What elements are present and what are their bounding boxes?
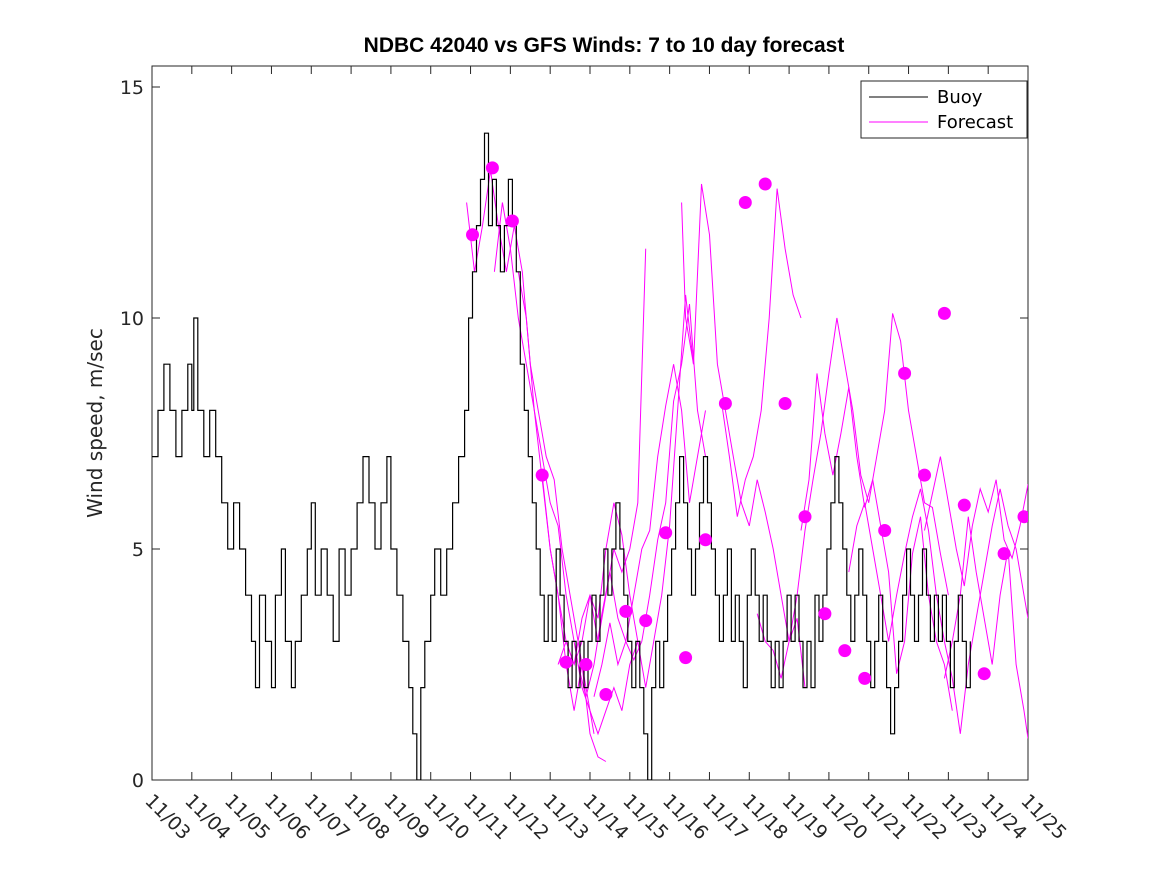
forecast-line-4 (541, 248, 647, 667)
forecast-marker (505, 214, 519, 228)
forecast-marker (535, 468, 549, 482)
forecast-marker (485, 161, 499, 175)
forecast-marker (798, 510, 812, 524)
legend-label-forecast: Forecast (937, 112, 1013, 133)
forecast-layer (466, 170, 1028, 762)
forecast-marker (758, 177, 772, 191)
buoy-line (152, 132, 971, 780)
forecast-marker (858, 671, 872, 685)
forecast-marker (878, 524, 892, 537)
forecast-marker (599, 688, 613, 701)
plot-area: 11/0311/0411/0511/0611/0711/0811/0911/10… (120, 65, 1071, 844)
forecast-marker (639, 614, 653, 628)
y-tick-label: 5 (132, 539, 144, 561)
forecast-line-10 (756, 313, 949, 679)
forecast-marker (718, 397, 732, 410)
forecast-marker (738, 196, 752, 209)
forecast-marker (579, 658, 593, 671)
legend-box (860, 80, 1028, 139)
marker-layer (466, 161, 1050, 701)
forecast-marker (1017, 510, 1028, 524)
y-tick-label: 0 (132, 770, 144, 792)
forecast-marker (1037, 524, 1050, 537)
forecast-line-8 (681, 183, 806, 688)
forecast-marker (818, 607, 832, 621)
y-tick-label: 10 (120, 308, 144, 330)
forecast-line-14 (943, 516, 1028, 739)
y-axis-label: Wind speed, m/sec (83, 328, 107, 518)
y-tick-label: 15 (120, 77, 144, 99)
forecast-line-12 (848, 488, 1028, 734)
forecast-marker (977, 667, 991, 681)
forecast-marker (898, 366, 912, 380)
forecast-marker (778, 397, 792, 410)
forecast-line-3 (517, 271, 639, 736)
forecast-marker (918, 468, 931, 482)
forecast-marker (699, 533, 712, 547)
legend-label-buoy: Buoy (937, 87, 983, 108)
forecast-marker (619, 604, 633, 618)
forecast-marker (679, 651, 693, 665)
forecast-marker (466, 228, 479, 242)
legend: Buoy Forecast (860, 80, 1028, 139)
forecast-line-11 (800, 373, 953, 711)
forecast-line-7 (593, 364, 706, 697)
chart-title: NDBC 42040 vs GFS Winds: 7 to 10 day for… (364, 34, 845, 57)
x-tick-label: 11/25 (1016, 790, 1070, 844)
forecast-marker (659, 526, 673, 540)
forecast-line-13 (924, 456, 1028, 587)
forecast-marker (957, 498, 971, 512)
forecast-line-6 (577, 304, 706, 697)
forecast-marker (937, 306, 951, 320)
forecast-line-9 (720, 188, 802, 517)
buoy-layer (152, 132, 971, 780)
forecast-marker (997, 547, 1011, 561)
forecast-marker (838, 644, 852, 658)
forecast-marker (559, 655, 573, 669)
forecast-line-5 (557, 294, 694, 688)
